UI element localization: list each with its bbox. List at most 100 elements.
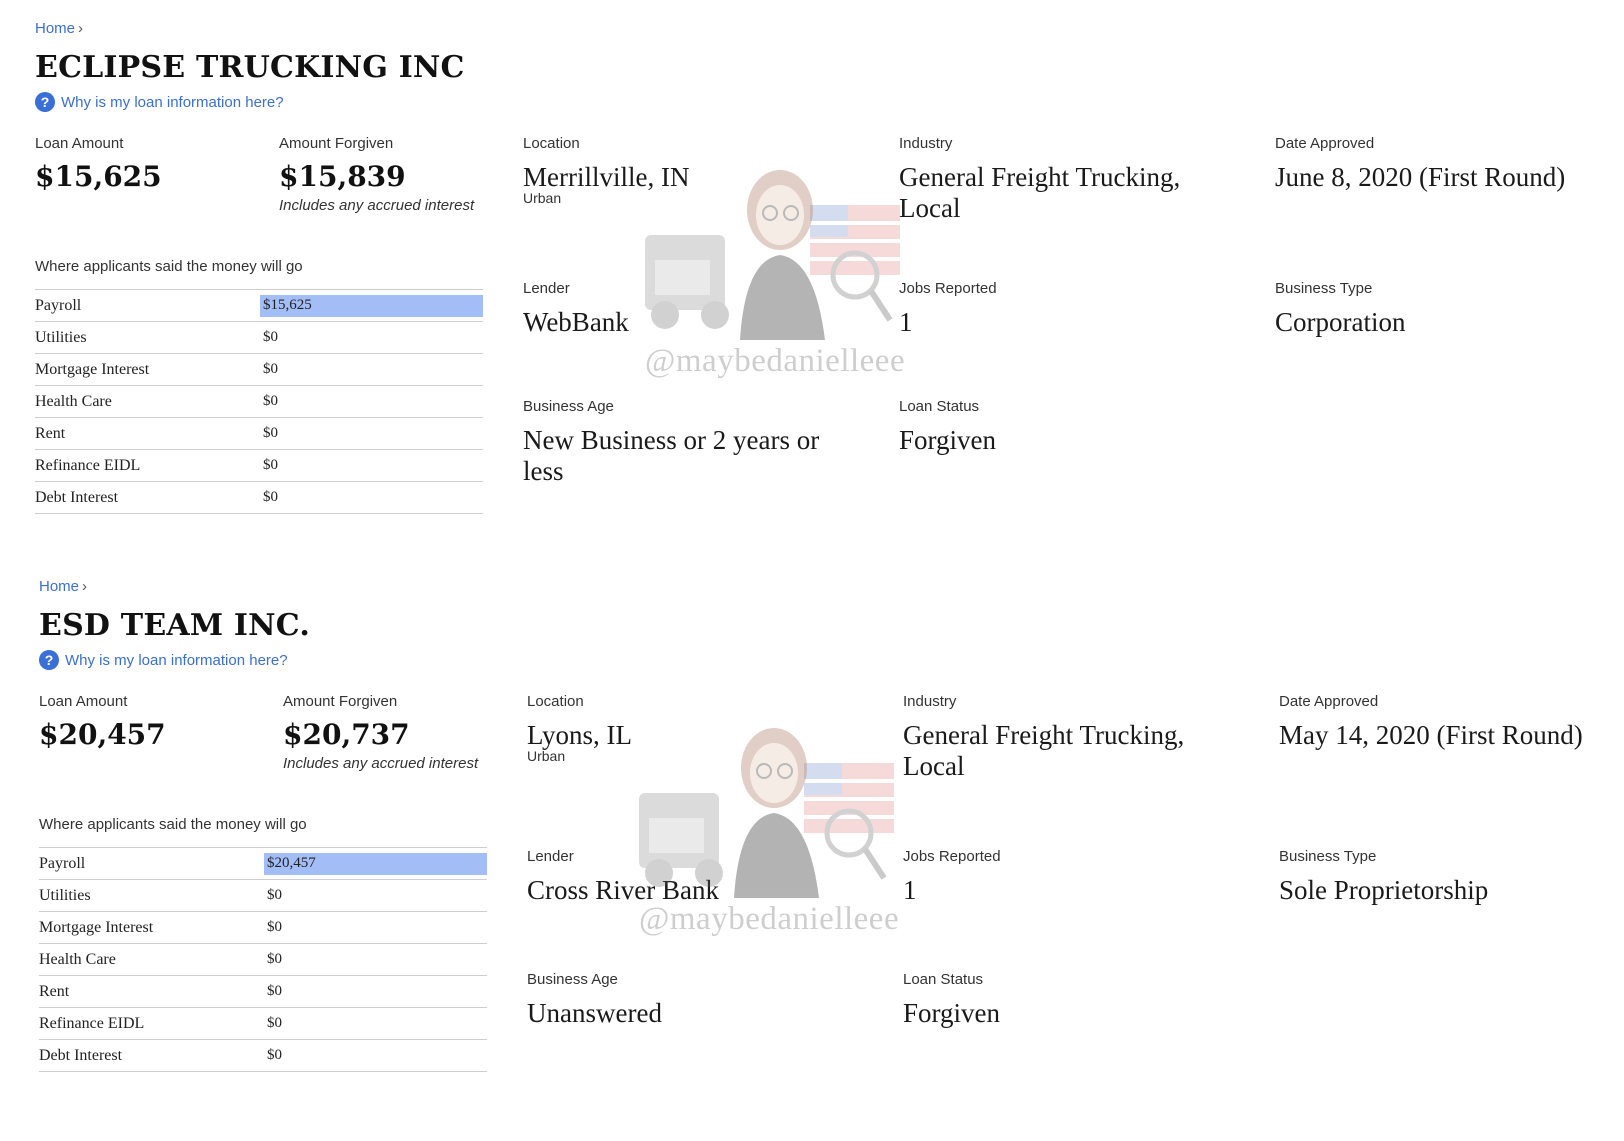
industry-label: Industry: [903, 693, 957, 710]
breadcrumb-separator: ›: [78, 20, 84, 37]
money-amount: $0: [263, 425, 278, 441]
why-loan-info-link[interactable]: ? Why is my loan information here?: [35, 92, 284, 112]
business-type-value: Corporation: [1275, 307, 1406, 337]
money-amount: $0: [267, 1047, 282, 1063]
amount-forgiven-label: Amount Forgiven: [283, 693, 398, 710]
business-age-value: New Business or 2 years or less: [523, 425, 820, 486]
loan-amount-block: Loan Amount $15,625: [35, 135, 162, 193]
date-approved-label: Date Approved: [1275, 135, 1375, 152]
jobs-reported-label: Jobs Reported: [899, 280, 997, 297]
loan-status-value: Forgiven: [899, 425, 997, 455]
money-amount: $0: [263, 489, 278, 505]
business-age-value: Unanswered: [527, 998, 662, 1028]
amount-forgiven-value: $20,737: [283, 718, 410, 751]
loan-status-block: Loan Status Forgiven: [899, 398, 996, 456]
industry-block: Industry General Freight Trucking, Local: [899, 135, 1219, 224]
location-block: Location Lyons, IL Urban: [527, 693, 632, 764]
money-row: Mortgage Interest $0: [39, 912, 487, 944]
date-approved-block: Date Approved June 8, 2020 (First Round): [1275, 135, 1620, 193]
lender-block: Lender WebBank: [523, 280, 629, 338]
money-heading: Where applicants said the money will go: [39, 816, 307, 833]
business-age-label: Business Age: [523, 398, 614, 415]
loan-record: Home › ESD TEAM INC. ? Why is my loan inf…: [39, 558, 1624, 1098]
business-type-block: Business Type Sole Proprietorship: [1279, 848, 1488, 906]
amount-forgiven-label: Amount Forgiven: [279, 135, 394, 152]
why-loan-info-link[interactable]: ? Why is my loan information here?: [39, 650, 288, 670]
money-amount: $0: [267, 983, 282, 999]
breadcrumb-separator: ›: [82, 578, 88, 595]
money-category: Refinance EIDL: [39, 1015, 145, 1032]
loan-record: Home › ECLIPSE TRUCKING INC ? Why is my l…: [35, 0, 1624, 540]
business-type-label: Business Type: [1279, 848, 1377, 865]
money-category: Debt Interest: [35, 489, 119, 506]
location-value: Lyons, IL: [527, 720, 632, 750]
loan-amount-value: $15,625: [35, 160, 162, 193]
money-category: Health Care: [39, 951, 116, 968]
money-amount: $0: [263, 457, 278, 473]
money-row: Refinance EIDL $0: [39, 1008, 487, 1040]
money-row: Health Care $0: [35, 386, 483, 418]
money-row: Mortgage Interest $0: [35, 354, 483, 386]
truck-flag-avatar-icon: [645, 170, 900, 340]
loan-amount-label: Loan Amount: [39, 693, 128, 710]
money-heading: Where applicants said the money will go: [35, 258, 303, 275]
why-loan-info-text: Why is my loan information here?: [61, 93, 284, 111]
jobs-reported-value: 1: [899, 307, 913, 337]
jobs-reported-block: Jobs Reported 1: [899, 280, 997, 338]
money-row: Utilities $0: [39, 880, 487, 912]
breadcrumb: Home ›: [35, 20, 83, 37]
money-row: Rent $0: [35, 418, 483, 450]
breadcrumb-home-link[interactable]: Home: [39, 578, 80, 595]
lender-block: Lender Cross River Bank: [527, 848, 719, 906]
business-name: ESD TEAM INC.: [39, 608, 310, 643]
business-age-label: Business Age: [527, 971, 618, 988]
question-icon: ?: [39, 650, 59, 670]
lender-value: Cross River Bank: [527, 875, 719, 905]
money-amount: $0: [267, 951, 282, 967]
forgiven-note: Includes any accrued interest: [279, 197, 475, 214]
jobs-reported-block: Jobs Reported 1: [903, 848, 1001, 906]
loan-amount-label: Loan Amount: [35, 135, 124, 152]
money-row: Refinance EIDL $0: [35, 450, 483, 482]
industry-value: General Freight Trucking, Local: [899, 162, 1181, 223]
watermark: @maybedanielleee: [629, 723, 959, 953]
money-category: Health Care: [35, 393, 112, 410]
location-value: Merrillville, IN: [523, 162, 690, 192]
amount-forgiven-block: Amount Forgiven $15,839 Includes any acc…: [279, 135, 479, 217]
money-category: Refinance EIDL: [35, 457, 141, 474]
money-table: Payroll $15,625 Utilities $0 Mortgage Intere…: [35, 289, 483, 514]
breadcrumb-home-link[interactable]: Home: [35, 20, 76, 37]
money-amount: $20,457: [267, 855, 316, 871]
money-category: Rent: [39, 983, 70, 1000]
amount-forgiven-block: Amount Forgiven $20,737 Includes any acc…: [283, 693, 483, 775]
loan-status-label: Loan Status: [899, 398, 980, 415]
money-amount: $15,625: [263, 297, 312, 313]
lender-label: Lender: [523, 280, 570, 297]
money-row: Debt Interest $0: [35, 482, 483, 514]
date-approved-value: June 8, 2020 (First Round): [1275, 162, 1566, 192]
money-category: Payroll: [39, 855, 86, 872]
loan-status-label: Loan Status: [903, 971, 984, 988]
jobs-reported-label: Jobs Reported: [903, 848, 1001, 865]
money-row: Debt Interest $0: [39, 1040, 487, 1072]
money-category: Debt Interest: [39, 1047, 123, 1064]
money-category: Payroll: [35, 297, 82, 314]
loan-amount-value: $20,457: [39, 718, 166, 751]
question-icon: ?: [35, 92, 55, 112]
date-approved-label: Date Approved: [1279, 693, 1379, 710]
date-approved-value: May 14, 2020 (First Round): [1279, 720, 1583, 750]
industry-label: Industry: [899, 135, 953, 152]
why-loan-info-text: Why is my loan information here?: [65, 651, 288, 669]
location-label: Location: [527, 693, 584, 710]
money-amount: $0: [263, 361, 278, 377]
watermark-text: @maybedanielleee: [639, 901, 900, 937]
money-category: Mortgage Interest: [39, 919, 154, 936]
money-amount: $0: [267, 919, 282, 935]
business-age-block: Business Age New Business or 2 years or …: [523, 398, 853, 487]
business-type-block: Business Type Corporation: [1275, 280, 1405, 338]
location-label: Location: [523, 135, 580, 152]
loan-status-block: Loan Status Forgiven: [903, 971, 1000, 1029]
amount-forgiven-value: $15,839: [279, 160, 406, 193]
business-type-label: Business Type: [1275, 280, 1373, 297]
money-row: Payroll $20,457: [39, 848, 487, 880]
